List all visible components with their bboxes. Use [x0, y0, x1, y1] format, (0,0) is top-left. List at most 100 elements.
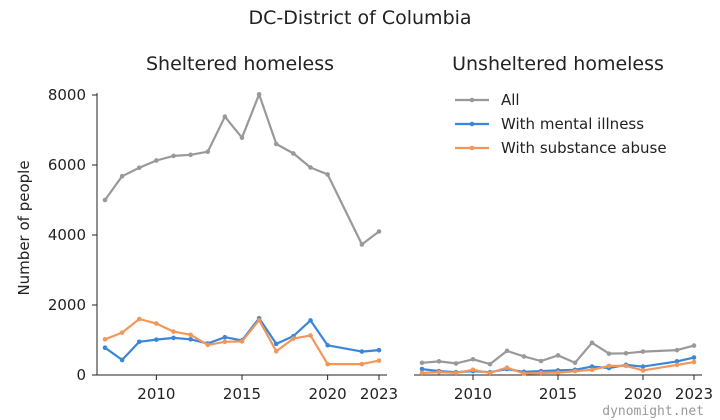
data-point	[538, 358, 544, 364]
data-point	[589, 340, 595, 346]
legend-label: All	[501, 91, 520, 109]
data-point	[419, 366, 425, 372]
left-panel-title: Sheltered homeless	[146, 53, 334, 75]
series-with-mental-illness	[102, 316, 382, 363]
data-point	[691, 343, 697, 348]
data-point	[691, 355, 697, 360]
data-point	[256, 317, 262, 323]
data-point	[136, 316, 142, 322]
data-point	[171, 335, 176, 341]
data-point	[205, 342, 211, 348]
data-point	[470, 367, 476, 373]
data-point	[102, 337, 108, 342]
data-point	[188, 337, 193, 342]
data-point	[171, 153, 176, 159]
data-point	[623, 351, 629, 356]
data-point	[256, 92, 262, 97]
legend-item-all: All	[455, 91, 520, 109]
data-point	[606, 363, 612, 369]
data-point	[359, 242, 365, 247]
legend-marker	[469, 121, 475, 127]
data-point	[691, 359, 697, 365]
data-point	[291, 151, 296, 156]
data-point	[308, 318, 313, 323]
legend-item-with-mental-illness: With mental illness	[455, 115, 644, 133]
data-point	[674, 359, 680, 364]
y-axis-label: Number of people	[15, 160, 33, 295]
data-point	[453, 370, 459, 376]
y-tick-label: 4000	[48, 226, 86, 244]
data-point	[102, 345, 108, 351]
data-point	[521, 371, 527, 376]
data-point	[273, 348, 279, 354]
data-point	[504, 348, 510, 354]
data-point	[222, 114, 228, 119]
data-point	[222, 339, 228, 345]
y-tick-label: 6000	[48, 156, 86, 174]
y-tick-label: 2000	[48, 296, 86, 314]
data-point	[606, 351, 612, 356]
data-point	[572, 368, 578, 374]
data-point	[325, 361, 330, 367]
data-point	[376, 229, 382, 234]
x-tick-label: 2015	[223, 385, 261, 403]
data-point	[154, 337, 159, 342]
legend-item-with-substance-abuse: With substance abuse	[455, 139, 667, 157]
data-point	[119, 357, 125, 363]
data-point	[273, 341, 279, 347]
data-point	[222, 334, 228, 340]
series-line	[104, 317, 380, 366]
legend-label: With substance abuse	[501, 139, 667, 157]
data-point	[308, 165, 313, 170]
data-point	[154, 158, 159, 163]
data-point	[436, 369, 442, 375]
series-all	[419, 340, 697, 367]
data-point	[376, 347, 382, 353]
data-point	[640, 364, 646, 369]
data-point	[470, 356, 476, 362]
figure-title: DC-District of Columbia	[248, 7, 471, 29]
series-all	[102, 92, 382, 247]
x-tick-label: 2023	[360, 385, 398, 403]
x-tick-label: 2010	[454, 385, 492, 403]
data-point	[674, 362, 680, 368]
x-tick-label: 2023	[675, 385, 713, 403]
data-point	[640, 368, 646, 373]
data-point	[555, 353, 561, 358]
data-point	[572, 360, 578, 366]
panel-1: 0 2000 4000 6000 8000 2010 2015 2020 2023	[48, 86, 398, 403]
series-line	[104, 317, 380, 361]
data-point	[487, 361, 493, 367]
data-point	[419, 370, 425, 376]
series-line	[421, 341, 695, 366]
data-point	[239, 339, 245, 344]
data-point	[325, 342, 330, 348]
legend-label: With mental illness	[501, 115, 644, 133]
data-point	[136, 165, 142, 171]
x-tick-label: 2020	[624, 385, 662, 403]
data-point	[453, 361, 459, 366]
data-point	[119, 173, 125, 179]
x-tick-label: 2015	[539, 385, 577, 403]
data-point	[102, 197, 108, 203]
series-line	[421, 361, 695, 375]
right-panel-title: Unsheltered homeless	[452, 53, 664, 75]
data-point	[521, 354, 527, 359]
data-point	[487, 370, 493, 376]
data-point	[325, 172, 330, 177]
series-with-substance-abuse	[419, 359, 697, 376]
data-point	[640, 349, 646, 354]
data-point	[154, 321, 159, 326]
data-point	[188, 332, 193, 338]
series-with-substance-abuse	[102, 316, 382, 367]
legend: All With mental illness With substance abu…	[455, 91, 667, 157]
data-point	[359, 361, 365, 367]
data-point	[419, 360, 425, 366]
y-tick-label: 0	[76, 366, 86, 384]
data-point	[436, 359, 442, 364]
data-point	[119, 330, 125, 335]
data-point	[376, 358, 382, 363]
data-point	[555, 370, 561, 375]
